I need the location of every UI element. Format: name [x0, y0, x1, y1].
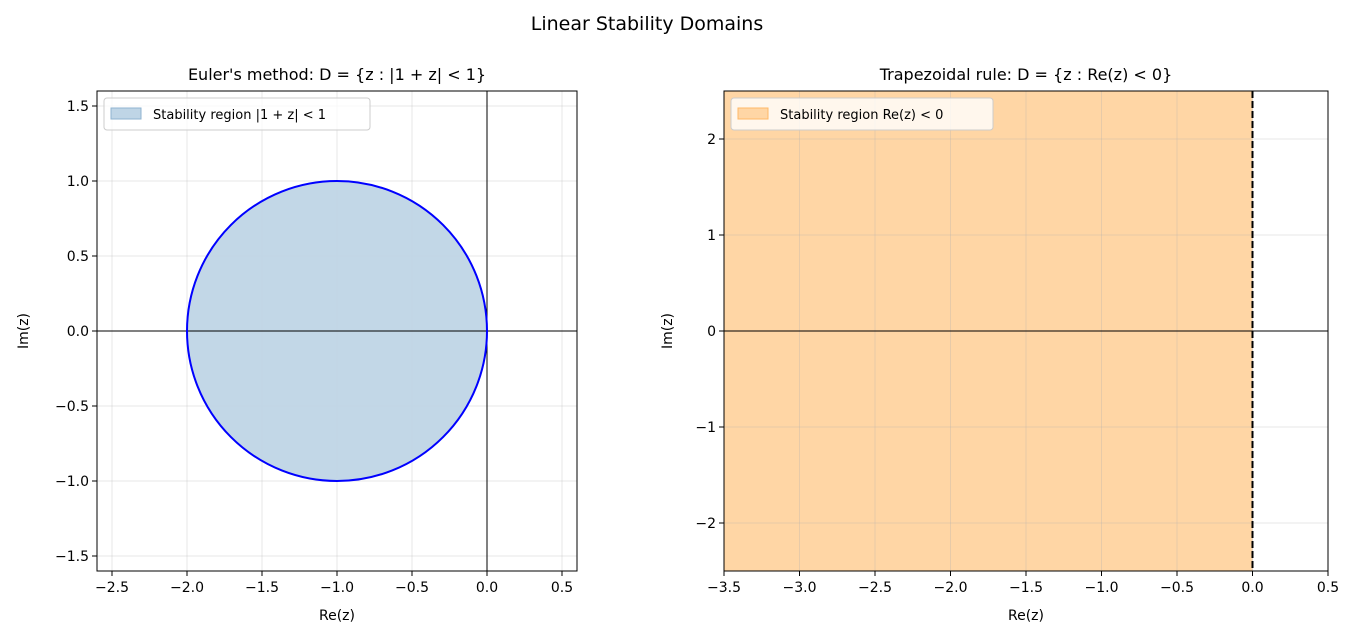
axis-lines — [724, 91, 1328, 571]
axes-title: Euler's method: D = {z : |1 + z| < 1} — [188, 65, 486, 84]
x-tick-label: −1.5 — [1009, 580, 1043, 596]
x-tick-label: −1.0 — [1085, 580, 1119, 596]
legend-label: Stability region |1 + z| < 1 — [153, 108, 326, 123]
x-tick-label: −3.0 — [783, 580, 817, 596]
y-tick-label: 1 — [707, 228, 716, 244]
x-axis-label: Re(z) — [1008, 608, 1044, 624]
x-tick-label: 0.0 — [476, 580, 498, 596]
y-tick-label: 1.5 — [67, 99, 89, 115]
y-tick-label: −2 — [695, 516, 716, 532]
y-tick-label: −0.5 — [55, 399, 89, 415]
y-tick-label: −1.0 — [55, 474, 89, 490]
y-tick-label: 0.5 — [67, 249, 89, 265]
x-tick-label: −2.0 — [170, 580, 204, 596]
x-tick-label: −1.0 — [320, 580, 354, 596]
legend-patch — [737, 107, 769, 120]
x-tick-label: −2.5 — [858, 580, 892, 596]
x-tick-label: −3.5 — [707, 580, 741, 596]
x-tick-label: −1.5 — [245, 580, 279, 596]
y-axis-label: Im(z) — [16, 313, 32, 349]
stability-boundary-circle — [186, 180, 488, 482]
y-tick-label: −1 — [695, 420, 716, 436]
x-tick-label: −0.5 — [395, 580, 429, 596]
trapezoidal-axes: −3.5 −3.0 −2.5 −2.0 −1.5 −1.0 −0.5 0.0 0.5 −2 −1 0 1… — [660, 65, 1339, 624]
axes-title: Trapezoidal rule: D = {z : Re(z) < 0} — [879, 65, 1173, 84]
y-tick-label: 1.0 — [67, 174, 89, 190]
y-axis-label: Im(z) — [660, 313, 676, 349]
euler-axes: −2.5 −2.0 −1.5 −1.0 −0.5 0.0 0.5 −1.5 −1.0 −0.5 0.… — [16, 65, 578, 624]
x-tick-label: −0.5 — [1160, 580, 1194, 596]
legend: Stability region Re(z) < 0 — [730, 97, 994, 131]
x-tick-label: 0.5 — [551, 580, 573, 596]
legend-patch — [110, 107, 142, 120]
y-tick-label: 0.0 — [67, 324, 89, 340]
x-axis-label: Re(z) — [319, 608, 355, 624]
figure-suptitle: Linear Stability Domains — [531, 13, 764, 35]
legend-box — [103, 97, 371, 131]
x-tick-label: −2.0 — [934, 580, 968, 596]
y-tick-label: 2 — [707, 132, 716, 148]
legend: Stability region |1 + z| < 1 — [103, 97, 371, 131]
y-tick-label: 0 — [707, 324, 716, 340]
x-tick-label: 0.5 — [1317, 580, 1339, 596]
y-tick-label: −1.5 — [55, 549, 89, 565]
legend-label: Stability region Re(z) < 0 — [780, 108, 943, 123]
x-tick-label: −2.5 — [95, 580, 129, 596]
legend-box — [730, 97, 994, 131]
x-tick-label: 0.0 — [1241, 580, 1263, 596]
